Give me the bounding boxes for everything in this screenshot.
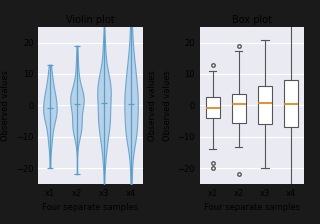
Y-axis label: Observed values: Observed values <box>2 70 11 141</box>
Title: Violin plot: Violin plot <box>66 15 115 25</box>
Title: Box plot: Box plot <box>232 15 272 25</box>
PathPatch shape <box>284 80 298 127</box>
PathPatch shape <box>206 97 220 118</box>
X-axis label: Four separate samples: Four separate samples <box>204 203 300 212</box>
PathPatch shape <box>258 86 272 124</box>
Y-axis label: Observed values: Observed values <box>148 70 157 141</box>
PathPatch shape <box>232 94 246 123</box>
X-axis label: Four separate samples: Four separate samples <box>43 203 139 212</box>
Y-axis label: Observed values: Observed values <box>163 70 172 141</box>
